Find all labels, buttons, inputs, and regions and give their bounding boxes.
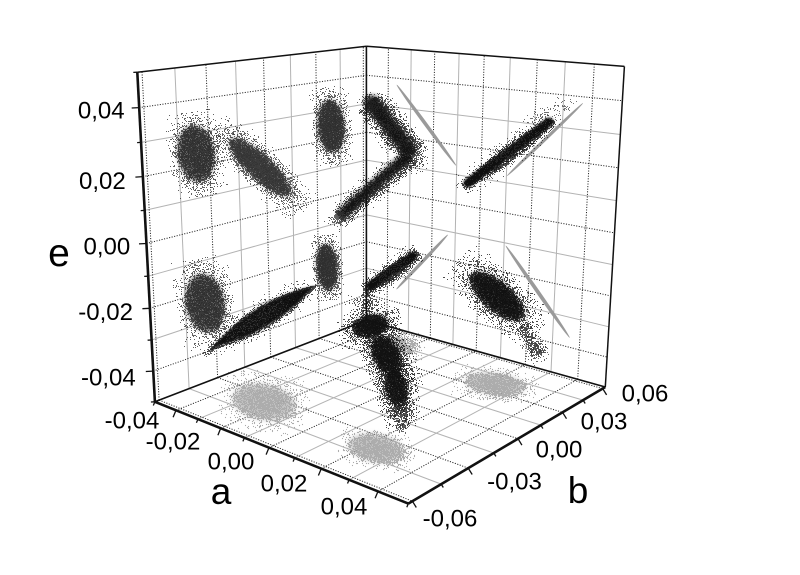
- svg-text:0,02: 0,02: [79, 168, 126, 195]
- svg-text:-0,04: -0,04: [81, 365, 136, 392]
- svg-text:-0,02: -0,02: [146, 429, 201, 456]
- svg-text:0,00: 0,00: [208, 449, 255, 476]
- svg-text:0,04: 0,04: [78, 98, 125, 125]
- svg-text:0,04: 0,04: [321, 494, 368, 521]
- svg-text:e: e: [48, 232, 70, 275]
- svg-text:0,00: 0,00: [83, 234, 130, 261]
- svg-text:0,03: 0,03: [581, 409, 628, 436]
- svg-text:0,00: 0,00: [536, 437, 583, 464]
- svg-text:-0,04: -0,04: [105, 408, 160, 435]
- svg-text:-0,06: -0,06: [423, 506, 478, 533]
- svg-text:a: a: [211, 471, 232, 512]
- svg-text:0,06: 0,06: [622, 381, 669, 408]
- svg-text:-0,02: -0,02: [78, 299, 133, 326]
- svg-text:b: b: [568, 470, 589, 511]
- svg-text:-0,03: -0,03: [487, 469, 542, 496]
- svg-text:0,02: 0,02: [261, 471, 308, 498]
